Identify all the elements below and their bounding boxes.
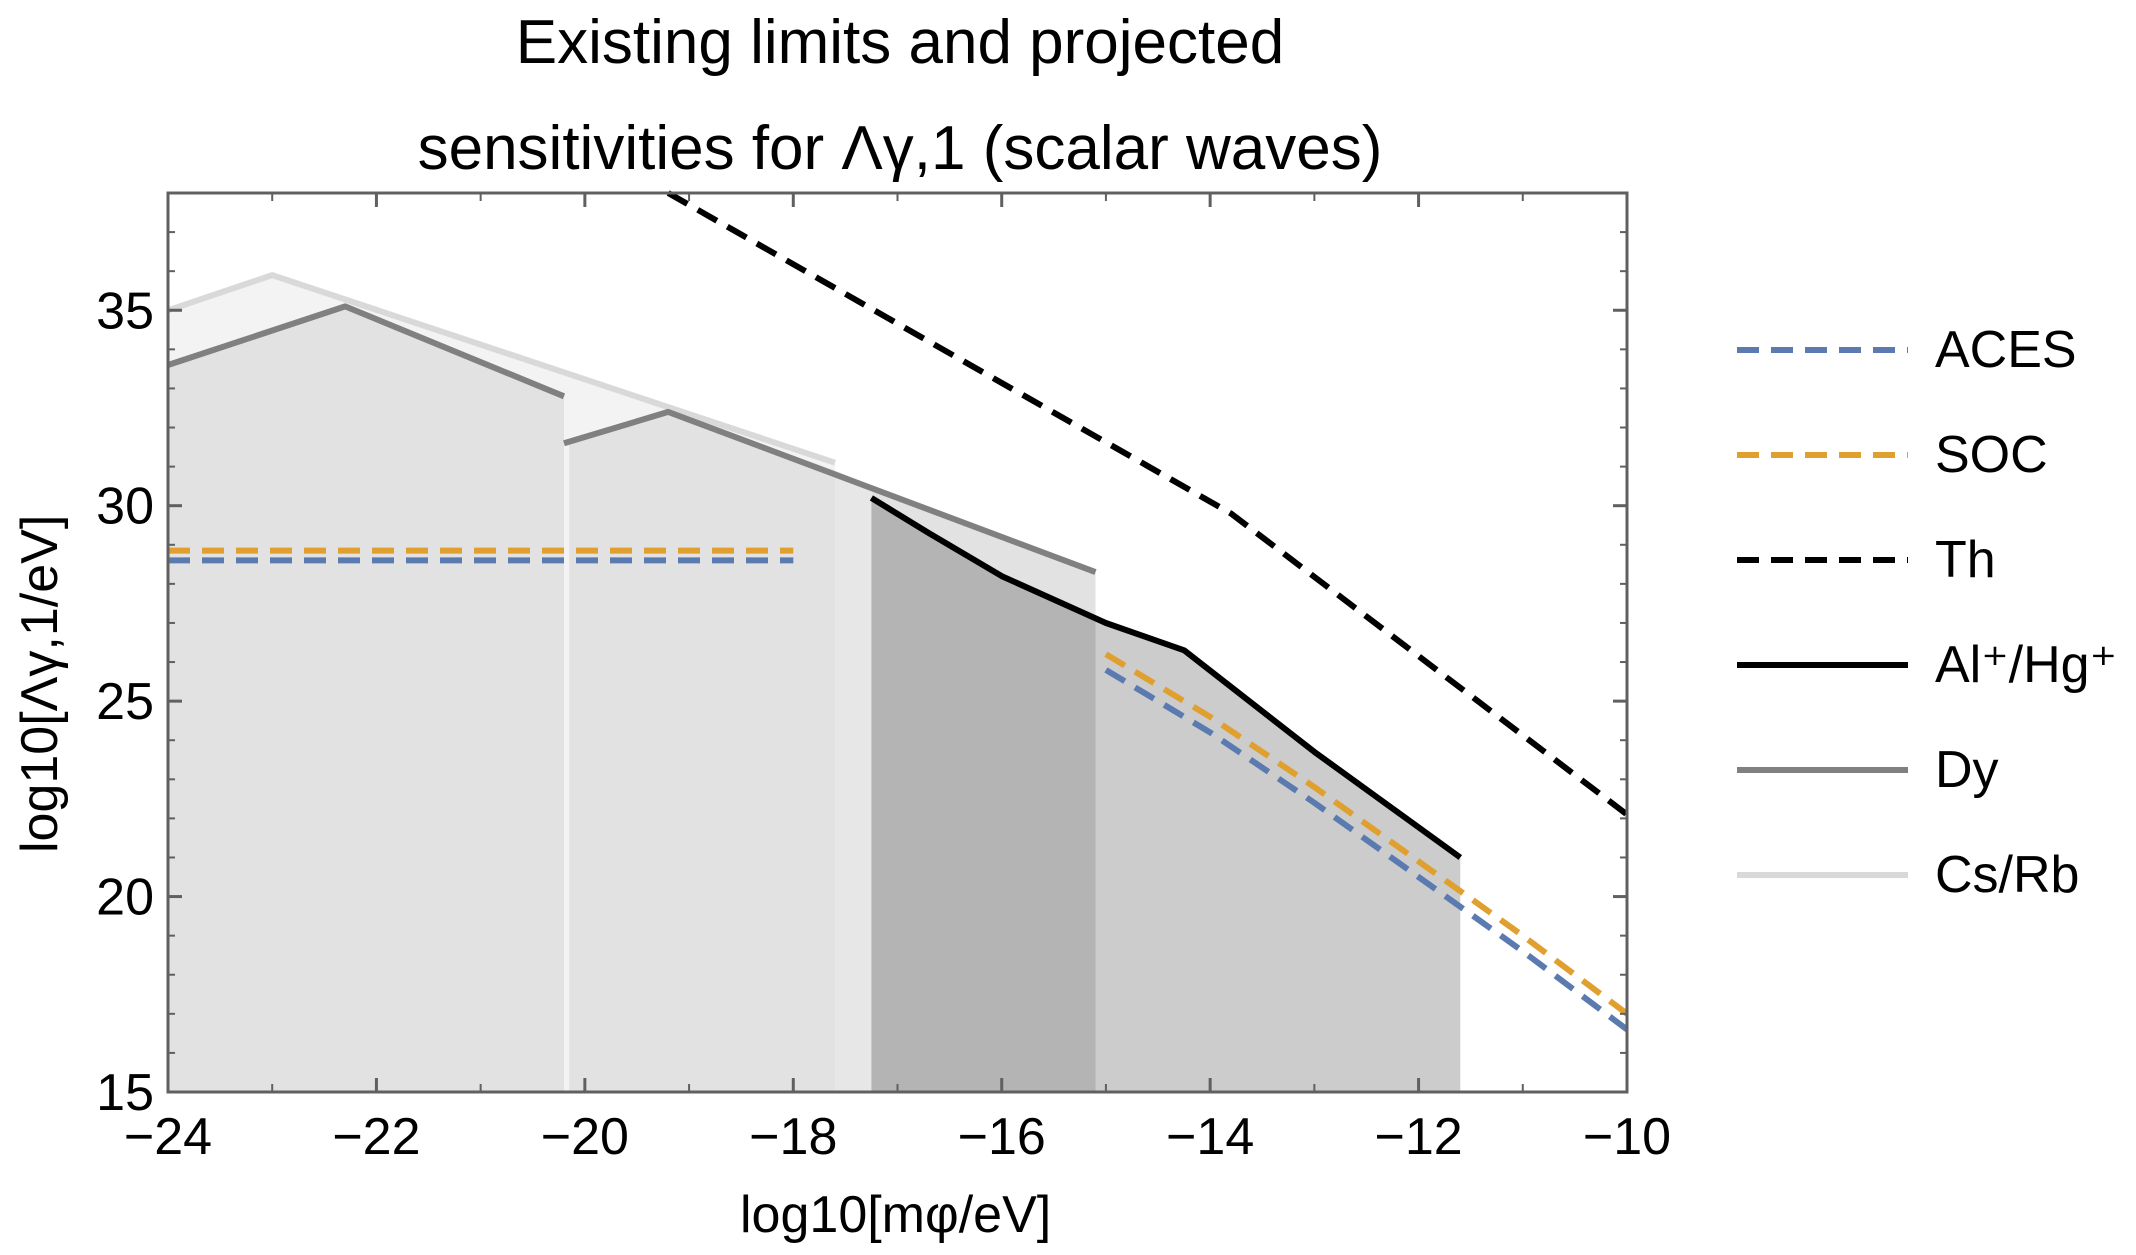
x-tick-label: −20 xyxy=(541,1108,629,1166)
x-tick-label: −18 xyxy=(749,1108,837,1166)
excluded-region-5 xyxy=(871,497,1096,1092)
x-tick-label: −10 xyxy=(1583,1108,1671,1166)
legend-swatch-dy xyxy=(1737,767,1908,773)
excluded-region-3 xyxy=(569,411,835,1092)
excluded-region-7 xyxy=(871,486,1096,619)
x-tick-label: −14 xyxy=(1166,1108,1254,1166)
x-tick-label: −22 xyxy=(332,1108,420,1166)
series-aces-line-1 xyxy=(1104,667,1629,1032)
y-tick-label: 30 xyxy=(96,478,154,536)
y-tick-label: 20 xyxy=(96,869,154,927)
legend-swatch-alhg xyxy=(1737,662,1908,668)
series-lines xyxy=(167,190,1629,1032)
axis-ticks: −24 −22 −20 −18 −16 −14 −12 −10 15 20 25 30 35 xyxy=(96,193,1671,1166)
legend-label-alhg: Al⁺/Hg⁺ xyxy=(1935,636,2118,694)
y-tick-label: 35 xyxy=(96,282,154,340)
series-dy-line-1 xyxy=(563,408,1097,575)
legend-swatch-th xyxy=(1737,557,1908,563)
chart-title-line-1: Existing limits and projected xyxy=(515,8,1285,77)
legend-label-th: Th xyxy=(1935,531,1996,589)
legend-swatch-csrb xyxy=(1737,872,1908,878)
legend-label-aces: ACES xyxy=(1935,321,2077,379)
x-axis-label: log10[mφ/eV] xyxy=(740,1186,1052,1244)
y-tick-label: 25 xyxy=(96,673,154,731)
legend-swatch-aces xyxy=(1737,347,1908,353)
series-alhg-line-0 xyxy=(869,495,1463,860)
x-tick-label: −16 xyxy=(958,1108,1046,1166)
legend-swatch-soc xyxy=(1737,452,1908,458)
legend-label-soc: SOC xyxy=(1935,426,2048,484)
excluded-region-4 xyxy=(835,470,872,1092)
x-tick-label: −24 xyxy=(124,1108,212,1166)
series-th-line-0 xyxy=(666,190,1629,817)
excluded-regions xyxy=(168,275,1461,1093)
excluded-region-2 xyxy=(168,306,564,1092)
x-tick-label: −12 xyxy=(1374,1108,1462,1166)
legend-label-dy: Dy xyxy=(1935,741,1999,799)
excluded-region-6 xyxy=(1095,619,1461,1092)
chart-title-line-2: sensitivities for Λγ,1 (scalar waves) xyxy=(417,114,1383,183)
legend-label-csrb: Cs/Rb xyxy=(1935,846,2080,904)
series-soc-line-1 xyxy=(1104,651,1629,1017)
y-tick-label: 15 xyxy=(96,1064,154,1122)
y-axis-label: log10[Λγ,1/eV] xyxy=(11,514,69,853)
series-dy-line-0 xyxy=(167,303,566,400)
series-csrb-line-0 xyxy=(167,272,836,466)
